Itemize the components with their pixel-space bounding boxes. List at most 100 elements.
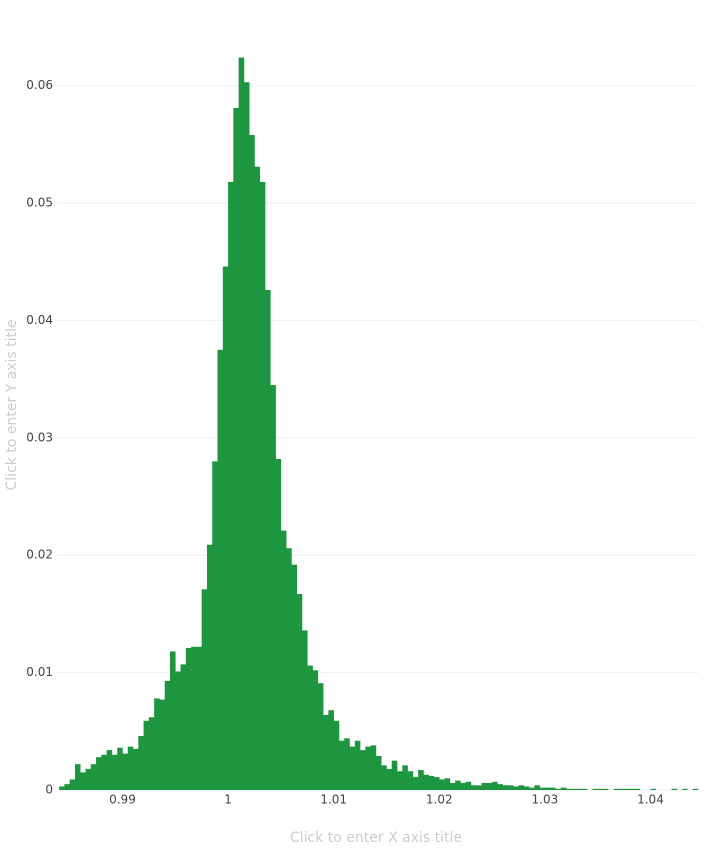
bar (307, 665, 313, 790)
bar (344, 738, 350, 790)
bar (74, 764, 81, 790)
bar (402, 765, 408, 790)
bar (397, 771, 403, 790)
bar (581, 788, 588, 790)
bar (169, 651, 176, 790)
bar (333, 720, 340, 790)
y-tick-label: 0 (45, 783, 53, 797)
bar (180, 664, 187, 790)
bar (101, 754, 107, 790)
bar (64, 784, 70, 790)
bar (175, 671, 181, 790)
bar (465, 781, 472, 790)
bar (323, 714, 329, 790)
bar (159, 699, 166, 790)
bar (529, 787, 535, 790)
bar (565, 788, 572, 790)
bar (259, 181, 266, 791)
bar (518, 785, 525, 790)
bar (597, 788, 604, 790)
bar (249, 135, 255, 790)
bar (291, 564, 298, 790)
bar (370, 745, 377, 790)
bar (254, 166, 261, 791)
bar (423, 774, 430, 790)
y-tick-label: 0.01 (26, 665, 53, 679)
bar (80, 772, 86, 790)
bar (286, 548, 292, 790)
bar (185, 647, 192, 790)
bar (59, 786, 65, 790)
bar (296, 593, 303, 790)
bar (360, 750, 366, 790)
bar (133, 748, 139, 790)
y-axis-title[interactable]: Click to enter Y axis title (4, 320, 20, 491)
bar (481, 782, 488, 790)
bar (624, 788, 630, 790)
bar (85, 768, 92, 790)
bar (433, 777, 440, 790)
bar (497, 784, 503, 790)
bar (233, 108, 239, 790)
bar (354, 740, 361, 790)
bar (534, 785, 540, 790)
bar (460, 782, 466, 790)
bar (576, 788, 583, 790)
bar (275, 458, 282, 790)
bar (365, 746, 371, 790)
bar (592, 788, 598, 790)
bar (470, 785, 477, 790)
bar (560, 787, 567, 790)
bar (650, 788, 657, 790)
bar (502, 785, 509, 790)
bar (492, 781, 498, 790)
bar (550, 787, 556, 790)
bar (127, 746, 134, 790)
bar (212, 461, 218, 790)
bar (682, 788, 688, 790)
bar (513, 786, 519, 790)
bar (69, 779, 76, 790)
y-tick-label: 0.03 (26, 430, 53, 444)
bar (428, 775, 435, 790)
y-tick-label: 0.04 (26, 313, 53, 327)
bar (312, 670, 319, 790)
bar (164, 680, 171, 790)
bar (349, 746, 356, 790)
bar (407, 771, 414, 790)
bar (280, 530, 287, 790)
bar (486, 782, 493, 790)
bar (386, 768, 393, 790)
bar (96, 757, 102, 790)
bar (671, 788, 678, 790)
bar (217, 349, 224, 790)
bar (143, 720, 150, 790)
bar (634, 788, 641, 790)
bar (206, 544, 213, 790)
bar (301, 630, 308, 790)
bar (444, 778, 451, 790)
bar (418, 770, 424, 790)
x-tick-label: 1.02 (426, 793, 453, 807)
bar (191, 646, 197, 790)
bar (391, 760, 398, 790)
bar (692, 788, 699, 790)
bar (629, 788, 635, 790)
x-tick-label: 0.99 (109, 793, 136, 807)
bar (544, 787, 551, 790)
bar (539, 787, 546, 790)
bar (90, 764, 97, 790)
x-tick-label: 1.04 (637, 793, 664, 807)
bar (476, 785, 482, 790)
x-tick-label: 1 (224, 793, 232, 807)
bar (117, 747, 123, 790)
bar (270, 385, 276, 790)
bar (265, 289, 271, 790)
bar (381, 765, 387, 790)
bar (154, 698, 160, 790)
bar (238, 57, 245, 790)
bar (602, 788, 609, 790)
x-axis-title[interactable]: Click to enter X axis title (290, 830, 462, 846)
bar (138, 736, 144, 790)
